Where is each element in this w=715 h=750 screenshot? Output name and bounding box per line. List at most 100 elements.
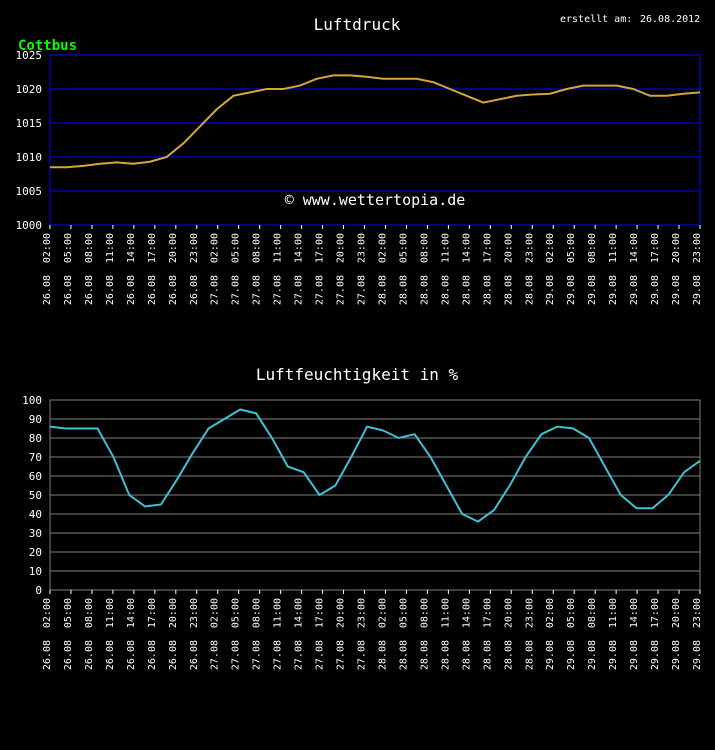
svg-text:05:00: 05:00 xyxy=(566,233,577,263)
svg-text:29.08: 29.08 xyxy=(671,275,682,305)
svg-text:08:00: 08:00 xyxy=(252,598,263,628)
svg-text:14:00: 14:00 xyxy=(461,233,472,263)
svg-text:90: 90 xyxy=(29,413,42,426)
svg-text:29.08: 29.08 xyxy=(608,275,619,305)
watermark: © www.wettertopia.de xyxy=(285,191,466,209)
created-date: 26.08.2012 xyxy=(640,14,700,25)
svg-text:02:00: 02:00 xyxy=(42,598,53,628)
svg-text:11:00: 11:00 xyxy=(273,598,284,628)
svg-text:27.08: 27.08 xyxy=(252,275,263,305)
svg-text:05:00: 05:00 xyxy=(398,233,409,263)
svg-text:02:00: 02:00 xyxy=(210,598,221,628)
svg-text:14:00: 14:00 xyxy=(126,598,137,628)
svg-text:27.08: 27.08 xyxy=(315,275,326,305)
svg-text:26.08: 26.08 xyxy=(189,275,200,305)
svg-text:14:00: 14:00 xyxy=(294,233,305,263)
svg-text:17:00: 17:00 xyxy=(482,233,493,263)
svg-text:14:00: 14:00 xyxy=(294,598,305,628)
svg-text:02:00: 02:00 xyxy=(210,233,221,263)
svg-text:26.08: 26.08 xyxy=(105,640,116,670)
svg-text:30: 30 xyxy=(29,527,42,540)
svg-text:02:00: 02:00 xyxy=(377,233,388,263)
svg-text:02:00: 02:00 xyxy=(377,598,388,628)
svg-text:08:00: 08:00 xyxy=(587,233,598,263)
svg-text:28.08: 28.08 xyxy=(419,275,430,305)
svg-text:29.08: 29.08 xyxy=(587,275,598,305)
svg-text:29.08: 29.08 xyxy=(587,640,598,670)
svg-text:05:00: 05:00 xyxy=(398,598,409,628)
svg-text:1010: 1010 xyxy=(16,151,43,164)
svg-text:29.08: 29.08 xyxy=(692,640,703,670)
svg-text:08:00: 08:00 xyxy=(419,598,430,628)
svg-text:02:00: 02:00 xyxy=(42,233,53,263)
svg-text:26.08: 26.08 xyxy=(42,275,53,305)
svg-text:11:00: 11:00 xyxy=(273,233,284,263)
charts-canvas: Luftdruckerstellt am:26.08.2012Cottbus10… xyxy=(0,0,715,750)
svg-text:28.08: 28.08 xyxy=(524,275,535,305)
svg-text:50: 50 xyxy=(29,489,42,502)
svg-text:26.08: 26.08 xyxy=(84,640,95,670)
svg-text:14:00: 14:00 xyxy=(629,233,640,263)
svg-text:27.08: 27.08 xyxy=(336,275,347,305)
svg-text:08:00: 08:00 xyxy=(84,598,95,628)
svg-text:60: 60 xyxy=(29,470,42,483)
svg-text:28.08: 28.08 xyxy=(461,640,472,670)
svg-text:26.08: 26.08 xyxy=(189,640,200,670)
svg-text:23:00: 23:00 xyxy=(692,233,703,263)
svg-text:29.08: 29.08 xyxy=(545,275,556,305)
svg-text:29.08: 29.08 xyxy=(671,640,682,670)
svg-text:20:00: 20:00 xyxy=(671,598,682,628)
svg-text:27.08: 27.08 xyxy=(273,640,284,670)
svg-text:26.08: 26.08 xyxy=(147,275,158,305)
svg-text:27.08: 27.08 xyxy=(231,640,242,670)
chart1-title: Luftdruck xyxy=(314,15,401,34)
svg-text:08:00: 08:00 xyxy=(84,233,95,263)
svg-text:28.08: 28.08 xyxy=(398,275,409,305)
svg-text:27.08: 27.08 xyxy=(273,275,284,305)
svg-text:29.08: 29.08 xyxy=(608,640,619,670)
svg-text:23:00: 23:00 xyxy=(357,598,368,628)
svg-text:27.08: 27.08 xyxy=(357,640,368,670)
svg-text:23:00: 23:00 xyxy=(189,598,200,628)
svg-text:02:00: 02:00 xyxy=(545,233,556,263)
svg-text:17:00: 17:00 xyxy=(315,233,326,263)
svg-text:20:00: 20:00 xyxy=(671,233,682,263)
svg-text:27.08: 27.08 xyxy=(252,640,263,670)
svg-text:08:00: 08:00 xyxy=(252,233,263,263)
svg-text:11:00: 11:00 xyxy=(105,598,116,628)
svg-text:28.08: 28.08 xyxy=(377,640,388,670)
svg-text:26.08: 26.08 xyxy=(126,275,137,305)
chart2-title: Luftfeuchtigkeit in % xyxy=(256,365,459,384)
svg-text:17:00: 17:00 xyxy=(315,598,326,628)
svg-text:17:00: 17:00 xyxy=(147,598,158,628)
svg-text:26.08: 26.08 xyxy=(42,640,53,670)
svg-text:26.08: 26.08 xyxy=(126,640,137,670)
svg-text:08:00: 08:00 xyxy=(587,598,598,628)
svg-text:28.08: 28.08 xyxy=(419,640,430,670)
svg-text:14:00: 14:00 xyxy=(461,598,472,628)
svg-text:23:00: 23:00 xyxy=(692,598,703,628)
svg-text:28.08: 28.08 xyxy=(461,275,472,305)
svg-text:28.08: 28.08 xyxy=(377,275,388,305)
svg-text:40: 40 xyxy=(29,508,42,521)
svg-text:28.08: 28.08 xyxy=(440,640,451,670)
svg-text:28.08: 28.08 xyxy=(503,275,514,305)
svg-text:02:00: 02:00 xyxy=(545,598,556,628)
svg-text:20:00: 20:00 xyxy=(168,598,179,628)
svg-text:11:00: 11:00 xyxy=(105,233,116,263)
svg-text:23:00: 23:00 xyxy=(189,233,200,263)
svg-text:27.08: 27.08 xyxy=(294,275,305,305)
svg-text:26.08: 26.08 xyxy=(63,640,74,670)
svg-text:0: 0 xyxy=(35,584,42,597)
svg-text:29.08: 29.08 xyxy=(629,640,640,670)
svg-text:28.08: 28.08 xyxy=(398,640,409,670)
svg-text:27.08: 27.08 xyxy=(315,640,326,670)
svg-text:23:00: 23:00 xyxy=(357,233,368,263)
svg-text:26.08: 26.08 xyxy=(147,640,158,670)
svg-text:29.08: 29.08 xyxy=(566,275,577,305)
svg-text:05:00: 05:00 xyxy=(231,598,242,628)
svg-text:20: 20 xyxy=(29,546,42,559)
svg-text:05:00: 05:00 xyxy=(566,598,577,628)
svg-text:08:00: 08:00 xyxy=(419,233,430,263)
svg-text:28.08: 28.08 xyxy=(503,640,514,670)
